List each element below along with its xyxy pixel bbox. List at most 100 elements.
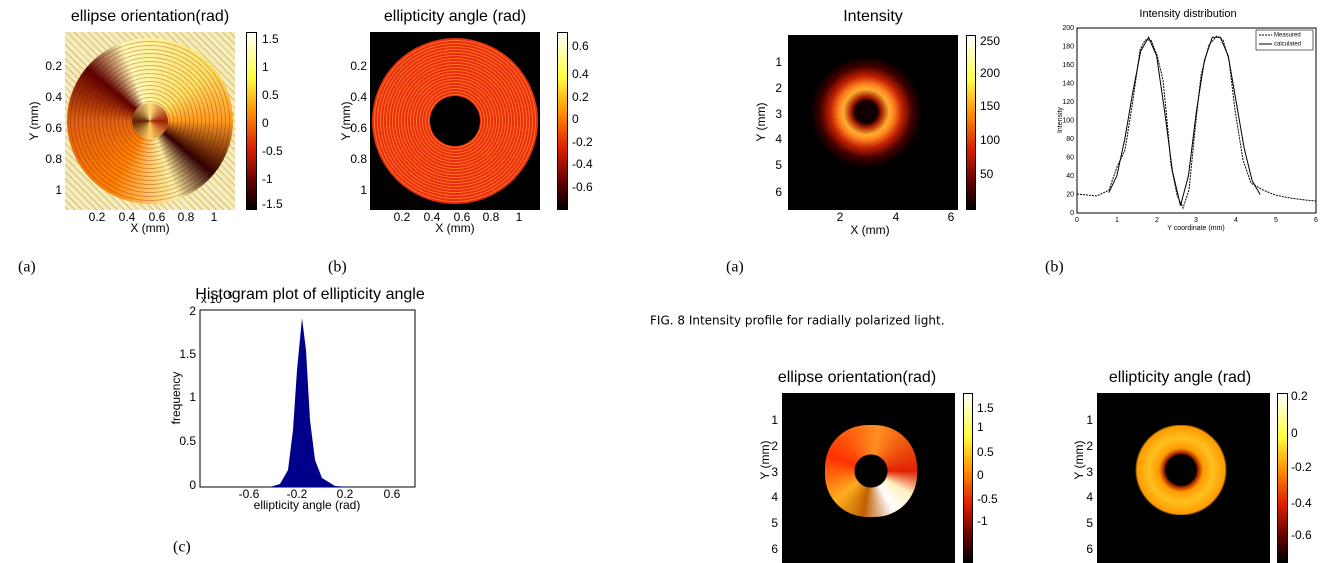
- x-tick-label: 6: [1314, 217, 1318, 224]
- x-tick-label: 0.8: [483, 210, 500, 224]
- y-tick-label: 2: [1086, 439, 1093, 453]
- x-tick-label: 5: [1274, 217, 1278, 224]
- x-tick-label: 1: [211, 210, 218, 224]
- colorbar-label: 50: [980, 167, 994, 181]
- colorbar-label: 0.5: [977, 445, 994, 459]
- colorbar-label: -0.4: [572, 157, 593, 171]
- y-tick-label: 5: [775, 158, 782, 172]
- colorbar-label: -0.2: [1291, 460, 1312, 474]
- panel-title: ellipse orientation(rad): [71, 8, 229, 25]
- colorbar-label: 200: [980, 66, 1000, 80]
- y-tick-label: 4: [1086, 490, 1093, 504]
- x-tick-label: 1: [1115, 217, 1119, 224]
- y-tick-label: 1: [360, 183, 367, 197]
- colorbar-label: 100: [980, 133, 1000, 147]
- subfigure-label: (a): [726, 259, 744, 276]
- x-tick-label: 0.6: [384, 487, 401, 501]
- y-tick-label: 140: [1062, 80, 1074, 87]
- y-tick-label: 6: [775, 185, 782, 199]
- colorbar-label: -1: [262, 172, 273, 186]
- x-tick-label: 0.2: [337, 487, 354, 501]
- colorbar-label: -0.4: [1291, 496, 1312, 510]
- colorbar-label: -0.5: [262, 144, 283, 158]
- y-tick-label: 0.2: [45, 59, 62, 73]
- histogram-shape: [270, 318, 350, 487]
- page: ellipse orientation(rad) X (mm) Y (mm) 0.2 0…: [0, 0, 1320, 557]
- y-tick-label: 0.4: [45, 90, 62, 104]
- x-tick-label: 0.2: [89, 210, 106, 224]
- y-tick-label: 2: [189, 304, 196, 318]
- y-axis-label: Y (mm): [27, 101, 41, 140]
- y-tick-label: 3: [775, 107, 782, 121]
- y-tick-label: 0: [189, 478, 196, 492]
- y-tick-label: 0.6: [350, 121, 367, 135]
- colorbar-label: 1: [262, 60, 269, 74]
- colorbar-label: 0: [262, 116, 269, 130]
- y-tick-label: 2: [775, 81, 782, 95]
- y-tick-label: 1: [775, 55, 782, 69]
- y-tick-label: 0.5: [179, 434, 196, 448]
- x-tick-label: 3: [1194, 217, 1198, 224]
- y-tick-label: 6: [771, 542, 778, 556]
- y-axis-label: frequency: [169, 372, 183, 425]
- y-tick-label: 0.8: [350, 152, 367, 166]
- x-axis-label: Y coordinate (mm): [1167, 225, 1224, 232]
- y-tick-label: 6: [1086, 542, 1093, 556]
- colorbar-label: 1: [977, 420, 984, 434]
- colorbar-label: 1.5: [262, 32, 279, 46]
- colorbar-label: -0.2: [572, 135, 593, 149]
- y-axis-label: Y (mm): [758, 440, 772, 479]
- colorbar-label: -1.5: [262, 197, 283, 211]
- y-tick-label: 40: [1066, 173, 1074, 180]
- x-tick-label: 0.6: [149, 210, 166, 224]
- colorbar-label: 0.6: [572, 39, 589, 53]
- colorbar-label: -0.6: [1291, 528, 1312, 542]
- y-tick-label: 1: [771, 413, 778, 427]
- x-tick-label: -0.6: [239, 487, 260, 501]
- panel-title: ellipticity angle (rad): [1109, 369, 1251, 386]
- x-tick-label: 0.4: [119, 210, 136, 224]
- y-tick-label: 0.8: [45, 152, 62, 166]
- y-tick-label: 0.2: [350, 59, 367, 73]
- x-tick-label: 2: [837, 210, 844, 224]
- colorbar-label: 0: [1291, 426, 1298, 440]
- y-tick-label: 4: [771, 490, 778, 504]
- y-tick-label: 5: [1086, 516, 1093, 530]
- colorbar-label: -1: [977, 514, 988, 528]
- x-tick-label: 0.6: [454, 210, 471, 224]
- legend-label: Measured: [1274, 33, 1301, 39]
- colorbar-label: 0: [572, 112, 579, 126]
- y-tick-label: 0.4: [350, 90, 367, 104]
- y-tick-label: 160: [1062, 62, 1074, 69]
- y-tick-label: 0: [1070, 210, 1074, 217]
- y-tick-label: 2: [771, 439, 778, 453]
- panel-title: ellipse orientation(rad): [778, 369, 936, 386]
- colorbar-label: 0: [977, 468, 984, 482]
- x-tick-label: -0.2: [287, 487, 308, 501]
- y-tick-label: 1: [189, 390, 196, 404]
- x-tick-label: 2: [1155, 217, 1159, 224]
- x-axis-label: X (mm): [850, 223, 889, 237]
- subfigure-label: (b): [328, 259, 347, 276]
- colorbar-label: 150: [980, 99, 1000, 113]
- y-tick-label: 180: [1062, 43, 1074, 50]
- colorbar-label: 0.2: [1291, 389, 1308, 403]
- x-tick-label: 6: [948, 210, 955, 224]
- y-tick-label: 1.5: [179, 347, 196, 361]
- y-axis-label: Y (mm): [1072, 440, 1086, 479]
- subfigure-label: (b): [1045, 259, 1064, 276]
- colorbar-label: 1.5: [977, 401, 994, 415]
- colorbar-label: 250: [980, 34, 1000, 48]
- y-tick-label: 3: [1086, 465, 1093, 479]
- colorbar-label: 0.5: [262, 88, 279, 102]
- y-tick-label: 1: [1086, 413, 1093, 427]
- subfigure-label: (c): [173, 539, 191, 556]
- colorbar-label: -0.6: [572, 180, 593, 194]
- calculated-curve: [1109, 37, 1260, 205]
- colorbar-label: -0.5: [977, 492, 998, 506]
- y-tick-label: 120: [1062, 99, 1074, 106]
- axis-multiplier: x 10: [201, 294, 222, 306]
- y-tick-label: 20: [1066, 191, 1074, 198]
- x-tick-label: 4: [893, 210, 900, 224]
- y-tick-label: 0.6: [45, 121, 62, 135]
